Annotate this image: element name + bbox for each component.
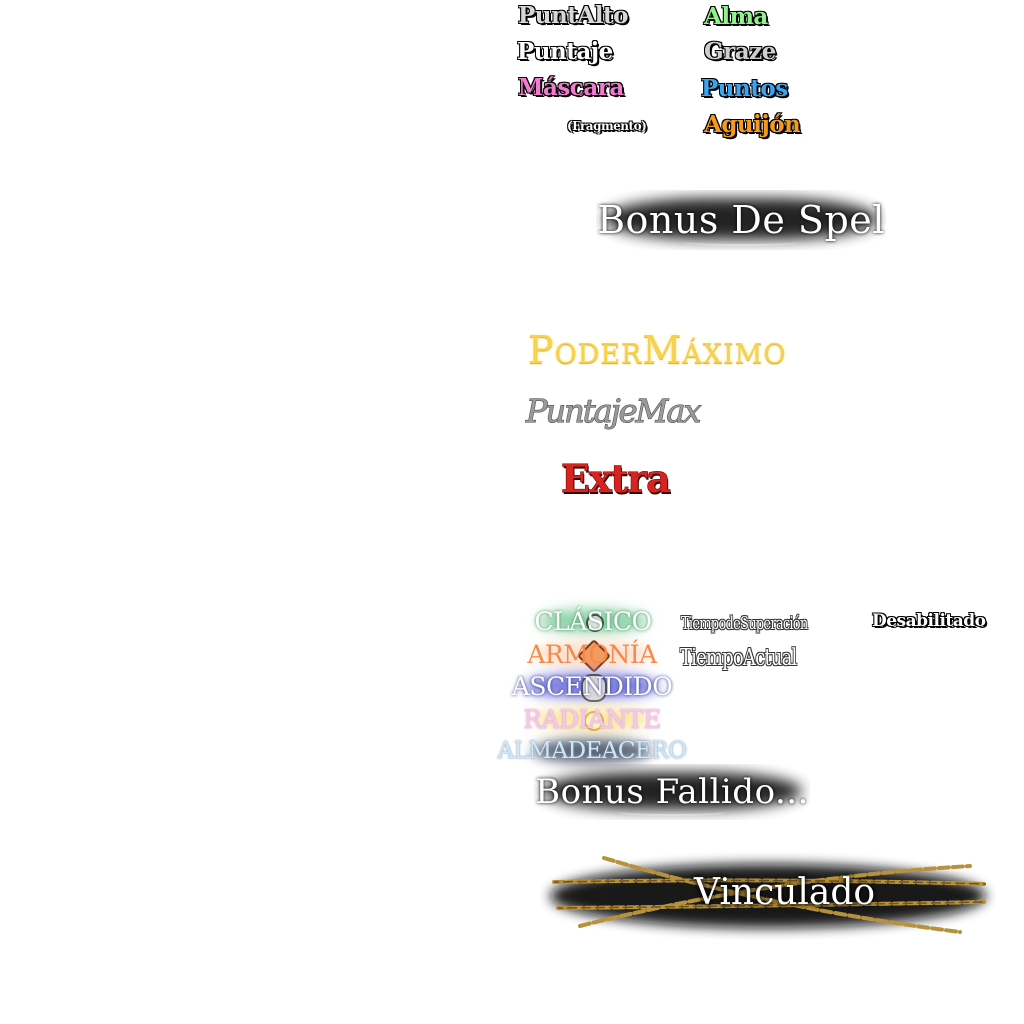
title-extra: Extra bbox=[561, 456, 672, 502]
mode-armonia-label: ARMONÍA bbox=[527, 639, 657, 669]
chains-graphic bbox=[550, 856, 988, 934]
banner-flourish bbox=[683, 238, 799, 246]
label-puntaje: Puntaje bbox=[516, 38, 614, 65]
title-poder-maximo: PoderMáximo bbox=[528, 328, 787, 372]
mode-clasico-label: CLÁSICO bbox=[534, 606, 652, 636]
title-puntaje-max: PuntajeMax bbox=[525, 392, 701, 431]
compass-icon bbox=[586, 614, 604, 632]
spell-bonus-text: Bonus De Spel bbox=[597, 198, 885, 242]
banner-smudge bbox=[542, 772, 802, 810]
label-puntos: Puntos bbox=[700, 75, 789, 102]
label-mascara: Máscara bbox=[517, 74, 625, 101]
label-aguijon: Aguijón bbox=[703, 111, 801, 138]
spell-bonus-banner: Bonus De Spel bbox=[596, 190, 886, 250]
mode-armonia: ARMONÍA bbox=[522, 638, 662, 673]
mode-clasico: CLÁSICO bbox=[528, 606, 658, 636]
mode-glow bbox=[532, 739, 652, 763]
mode-almadeacero: ALMADEACERO bbox=[498, 736, 687, 766]
mode-ascendido-label: ASCENDIDO bbox=[511, 671, 673, 701]
shield-emblem-icon bbox=[581, 674, 607, 702]
mode-ascendido: ASCENDIDO bbox=[511, 670, 673, 702]
mode-radiante-label: RADIANTE bbox=[523, 704, 661, 734]
label-punt-alto: PuntAlto bbox=[517, 2, 629, 29]
banner-flourish bbox=[616, 808, 728, 816]
mode-almadeacero-label: ALMADEACERO bbox=[497, 737, 687, 764]
label-desabilitado: Desabilitado bbox=[871, 611, 986, 631]
label-graze: Graze bbox=[703, 38, 777, 65]
label-fragmento: (Fragmento) bbox=[566, 119, 647, 133]
failed-bonus-text: Bonus Fallido... bbox=[535, 772, 809, 812]
failed-bonus-banner: Bonus Fallido... bbox=[534, 764, 810, 820]
label-tiempo-superacion: TiempodeSuperación bbox=[681, 613, 809, 635]
bound-text: Vinculado bbox=[694, 872, 876, 913]
sun-emblem-icon bbox=[584, 711, 604, 731]
label-tiempo-actual: TiempoActual bbox=[680, 645, 798, 672]
banner-smudge bbox=[604, 198, 878, 240]
mode-radiante: RADIANTE bbox=[522, 704, 662, 734]
bound-banner: Vinculado bbox=[540, 848, 996, 940]
label-alma: Alma bbox=[703, 3, 769, 30]
